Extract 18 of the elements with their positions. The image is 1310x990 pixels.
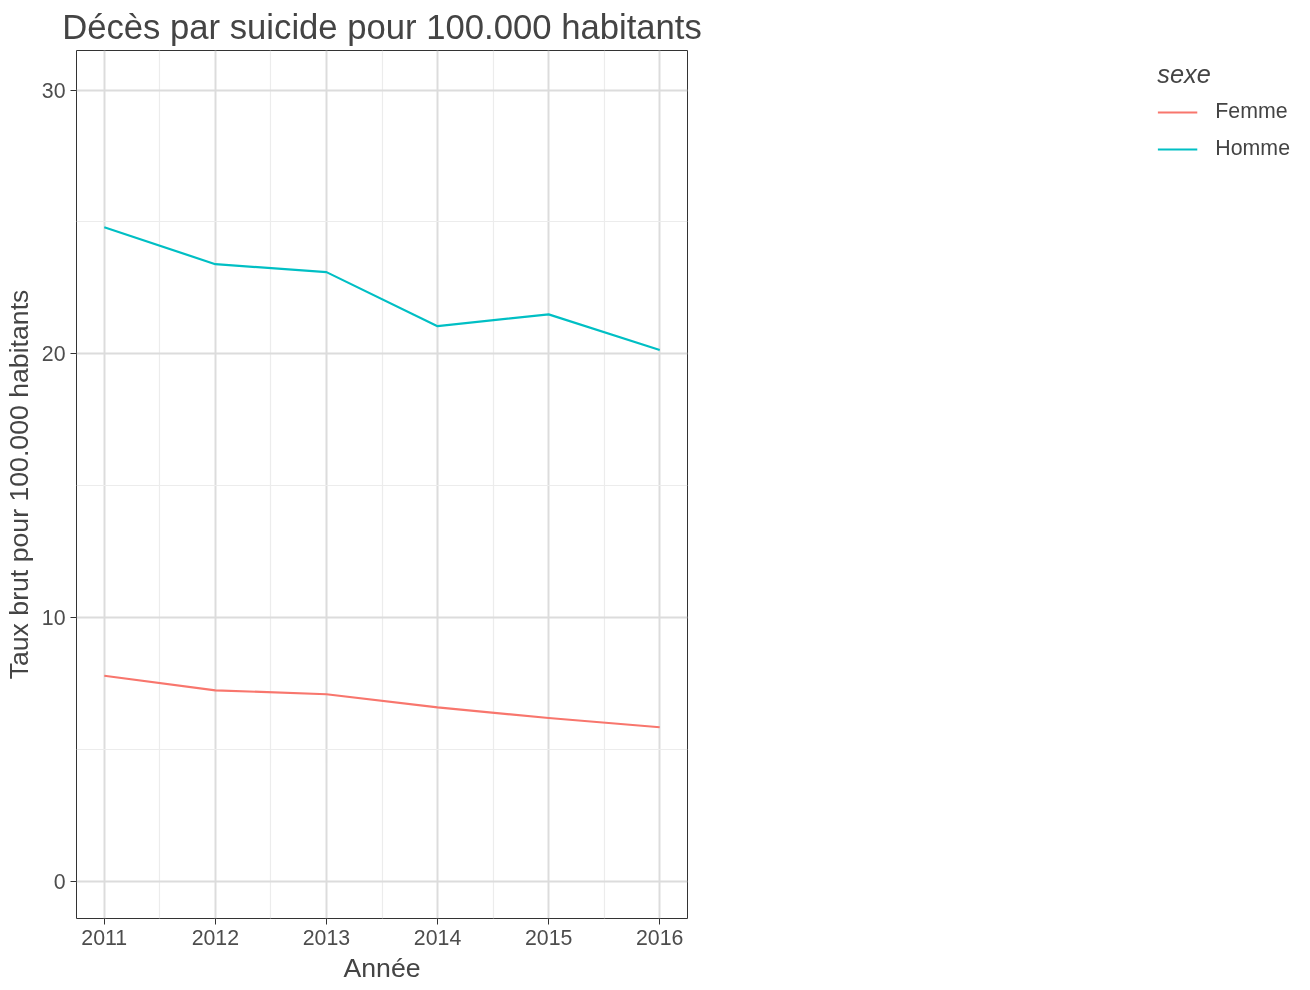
- chart-title: Décès par suicide pour 100.000 habitants: [62, 7, 702, 46]
- legend-label: Femme: [1215, 99, 1288, 124]
- y-tick-label: 30: [41, 78, 66, 103]
- x-tick-label: 2013: [302, 925, 351, 950]
- line-series: [103, 226, 661, 352]
- x-tick-label: 2016: [636, 925, 684, 950]
- x-tick-label: 2011: [81, 925, 128, 950]
- line-series: [103, 674, 661, 729]
- y-axis-title: Taux brut pour 100.000 habitants: [3, 289, 34, 680]
- x-tick-label: 2012: [191, 925, 240, 950]
- legend-label: Homme: [1215, 136, 1290, 161]
- legend-title: sexe: [1157, 60, 1212, 89]
- x-axis-title: Année: [343, 952, 421, 983]
- y-tick-label: 10: [41, 606, 66, 631]
- x-tick-label: 2014: [413, 925, 462, 950]
- x-tick-label: 2015: [524, 925, 573, 950]
- y-tick-label: 0: [53, 870, 66, 895]
- y-tick-label: 20: [41, 342, 66, 367]
